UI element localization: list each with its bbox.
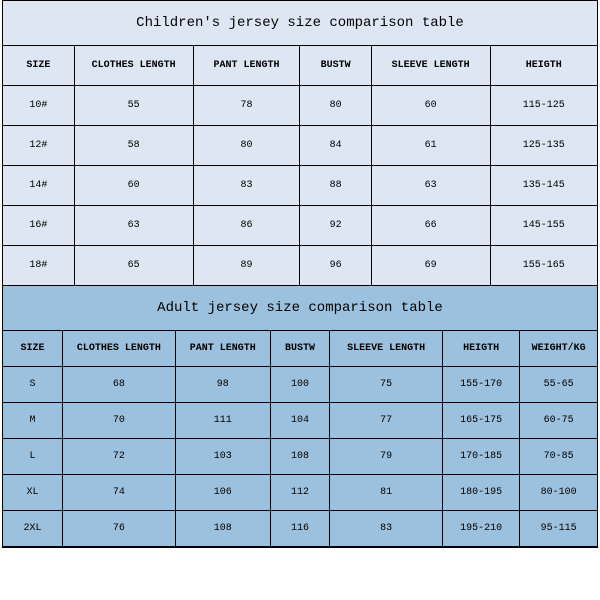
column-header: PANT LENGTH: [175, 331, 270, 367]
column-header: PANT LENGTH: [193, 46, 300, 86]
table-cell: 98: [175, 367, 270, 403]
column-header: CLOTHES LENGTH: [62, 331, 175, 367]
table-cell: 116: [270, 511, 329, 547]
column-header: HEIGTH: [443, 331, 520, 367]
table-cell: 10#: [3, 86, 74, 126]
table-row: L7210310879170-18570-85: [3, 439, 597, 475]
table-cell: 55-65: [520, 367, 597, 403]
table-row: 18#65899669155-165: [3, 246, 597, 286]
column-header: SIZE: [3, 46, 74, 86]
table-cell: 58: [74, 126, 193, 166]
table-cell: 60: [74, 166, 193, 206]
table-cell: 16#: [3, 206, 74, 246]
table-cell: 12#: [3, 126, 74, 166]
adult-size-table: SIZECLOTHES LENGTHPANT LENGTHBUSTWSLEEVE…: [3, 331, 597, 547]
table-cell: L: [3, 439, 62, 475]
children-size-table: SIZECLOTHES LENGTHPANT LENGTHBUSTWSLEEVE…: [3, 46, 597, 286]
table-cell: 111: [175, 403, 270, 439]
children-table-title: Children's jersey size comparison table: [3, 1, 597, 46]
table-cell: 65: [74, 246, 193, 286]
table-cell: 66: [371, 206, 490, 246]
table-row: 2XL7610811683195-21095-115: [3, 511, 597, 547]
column-header: SLEEVE LENGTH: [371, 46, 490, 86]
table-cell: 55: [74, 86, 193, 126]
table-cell: 180-195: [443, 475, 520, 511]
adult-table-title: Adult jersey size comparison table: [3, 286, 597, 331]
table-cell: 70-85: [520, 439, 597, 475]
table-cell: 2XL: [3, 511, 62, 547]
table-row: 14#60838863135-145: [3, 166, 597, 206]
table-cell: 100: [270, 367, 329, 403]
table-cell: 80: [300, 86, 371, 126]
children-table-header: SIZECLOTHES LENGTHPANT LENGTHBUSTWSLEEVE…: [3, 46, 597, 86]
table-cell: 81: [330, 475, 443, 511]
table-cell: 75: [330, 367, 443, 403]
table-cell: 115-125: [490, 86, 597, 126]
column-header: HEIGTH: [490, 46, 597, 86]
table-cell: 77: [330, 403, 443, 439]
table-cell: 95-115: [520, 511, 597, 547]
table-cell: 104: [270, 403, 329, 439]
table-cell: 135-145: [490, 166, 597, 206]
table-cell: 155-170: [443, 367, 520, 403]
table-cell: 84: [300, 126, 371, 166]
table-cell: S: [3, 367, 62, 403]
table-cell: 92: [300, 206, 371, 246]
table-cell: 70: [62, 403, 175, 439]
table-cell: 76: [62, 511, 175, 547]
table-cell: 72: [62, 439, 175, 475]
column-header: WEIGHT/KG: [520, 331, 597, 367]
table-row: S689810075155-17055-65: [3, 367, 597, 403]
table-cell: 125-135: [490, 126, 597, 166]
table-cell: 83: [193, 166, 300, 206]
table-cell: 80-100: [520, 475, 597, 511]
table-cell: 89: [193, 246, 300, 286]
table-row: XL7410611281180-19580-100: [3, 475, 597, 511]
table-cell: 18#: [3, 246, 74, 286]
column-header: BUSTW: [270, 331, 329, 367]
table-cell: 195-210: [443, 511, 520, 547]
table-cell: 79: [330, 439, 443, 475]
size-chart-container: Children's jersey size comparison table …: [2, 0, 598, 548]
table-cell: 165-175: [443, 403, 520, 439]
table-cell: 74: [62, 475, 175, 511]
table-cell: M: [3, 403, 62, 439]
table-cell: 60: [371, 86, 490, 126]
column-header: BUSTW: [300, 46, 371, 86]
column-header: SIZE: [3, 331, 62, 367]
table-row: 16#63869266145-155: [3, 206, 597, 246]
table-cell: 86: [193, 206, 300, 246]
column-header: CLOTHES LENGTH: [74, 46, 193, 86]
table-cell: 112: [270, 475, 329, 511]
table-cell: 69: [371, 246, 490, 286]
table-cell: 63: [371, 166, 490, 206]
table-cell: XL: [3, 475, 62, 511]
table-cell: 14#: [3, 166, 74, 206]
table-cell: 60-75: [520, 403, 597, 439]
table-cell: 96: [300, 246, 371, 286]
table-cell: 88: [300, 166, 371, 206]
table-row: 10#55788060115-125: [3, 86, 597, 126]
table-cell: 103: [175, 439, 270, 475]
table-cell: 145-155: [490, 206, 597, 246]
table-cell: 108: [270, 439, 329, 475]
table-cell: 83: [330, 511, 443, 547]
table-cell: 155-165: [490, 246, 597, 286]
table-row: M7011110477165-17560-75: [3, 403, 597, 439]
table-cell: 80: [193, 126, 300, 166]
table-row: 12#58808461125-135: [3, 126, 597, 166]
adult-table-header: SIZECLOTHES LENGTHPANT LENGTHBUSTWSLEEVE…: [3, 331, 597, 367]
table-cell: 170-185: [443, 439, 520, 475]
table-cell: 63: [74, 206, 193, 246]
table-cell: 78: [193, 86, 300, 126]
column-header: SLEEVE LENGTH: [330, 331, 443, 367]
table-cell: 108: [175, 511, 270, 547]
table-cell: 68: [62, 367, 175, 403]
table-cell: 106: [175, 475, 270, 511]
table-cell: 61: [371, 126, 490, 166]
